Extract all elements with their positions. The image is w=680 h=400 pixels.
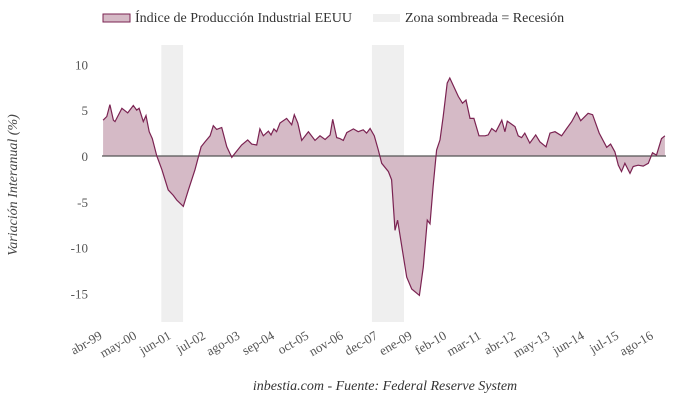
footer-source: inbestia.com - Fuente: Federal Reserve S… [253,379,517,394]
x-tick-label: jun-14 [549,327,587,358]
legend-swatch-recession [373,14,400,22]
x-tick-label: oct-05 [275,328,311,358]
legend-label-recession: Zona sombreada = Recesión [405,11,564,26]
y-tick-label: 5 [82,103,89,118]
x-tick-label: jun-01 [136,328,174,358]
y-tick-label: -5 [77,195,88,210]
x-tick-label: ago-16 [617,327,656,358]
x-tick-label: mar-11 [444,328,483,359]
x-tick-label: abr-12 [481,328,518,358]
legend-label-series: Índice de Producción Industrial EEUU [135,9,352,26]
series-area [102,76,666,297]
x-tick-label: dec-07 [342,327,381,358]
y-axis: 10 5 0 -5 -10 -15 [71,57,88,301]
x-tick-label: nov-06 [306,327,346,359]
x-tick-label: ago-03 [204,328,243,359]
x-tick-label: feb-10 [412,328,449,358]
recession-bands [161,45,405,322]
y-tick-label: -10 [71,241,88,256]
x-tick-label: abr-99 [68,328,105,358]
series-line [102,76,666,297]
y-tick-label: -15 [71,287,88,302]
x-tick-label: may-00 [97,328,139,361]
x-tick-label: ene-09 [376,328,414,359]
y-tick-label: 10 [75,57,88,72]
y-tick-label: 0 [82,149,89,164]
legend: Índice de Producción Industrial EEUU Zon… [102,9,564,26]
x-tick-label: jul-15 [586,328,621,357]
y-axis-title: Variación Interanual (%) [6,114,21,256]
x-tick-label: jul-02 [173,328,208,357]
x-tick-label: sep-04 [239,327,277,358]
legend-swatch-series [102,13,131,23]
x-tick-label: may-13 [510,328,552,361]
